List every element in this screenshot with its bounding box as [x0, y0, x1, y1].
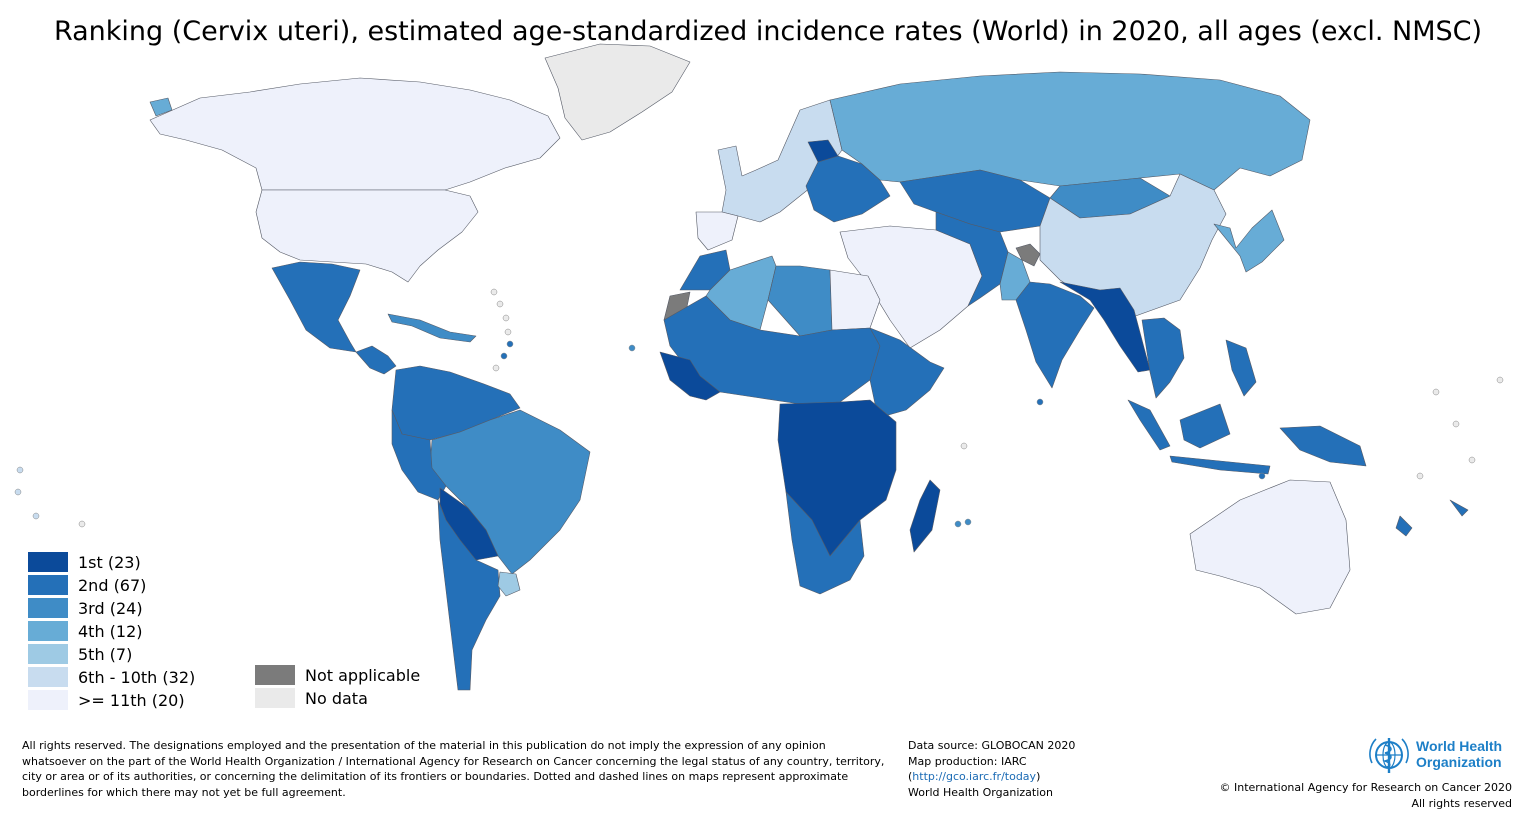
region-west-african-coast	[659, 351, 721, 401]
region-central-america	[355, 345, 397, 375]
legend-label: 2nd (67)	[78, 576, 147, 595]
island-marker	[1416, 472, 1424, 480]
region-mainland-southeast-asia	[1141, 317, 1185, 399]
legend-label: 1st (23)	[78, 553, 141, 572]
legend-label: >= 11th (20)	[78, 691, 185, 710]
who-wordmark: World Health Organization	[1416, 738, 1503, 770]
region-southern-africa	[785, 491, 865, 595]
island-marker	[954, 520, 962, 528]
region-brazil	[429, 409, 591, 575]
legend-swatch	[255, 665, 295, 685]
region-uruguay	[497, 571, 521, 597]
source-block: Data source: GLOBOCAN 2020 Map productio…	[908, 738, 1148, 800]
region-mexico	[271, 261, 361, 353]
region-eastern-europe	[805, 155, 891, 223]
copyright: © International Agency for Research on C…	[1219, 781, 1513, 810]
legend-label: Not applicable	[305, 666, 421, 685]
island-marker	[1496, 376, 1504, 384]
island-marker	[506, 340, 514, 348]
region-united-states	[255, 189, 479, 283]
island-marker	[502, 314, 510, 322]
map-title: Ranking (Cervix uteri), estimated age-st…	[53, 16, 1483, 47]
source-link-line: (http://gco.iarc.fr/today)	[908, 770, 1041, 784]
region-afghanistan-iran	[935, 211, 1009, 307]
region-kashmir	[1015, 243, 1041, 267]
region-greenland	[544, 43, 691, 141]
island-marker	[1452, 420, 1460, 428]
legend-swatch	[28, 690, 68, 710]
island-marker	[964, 518, 972, 526]
region-iceland	[149, 97, 173, 117]
island-marker	[496, 300, 504, 308]
region-malaysia-indonesia	[1127, 399, 1271, 475]
island-marker	[504, 328, 512, 336]
legend-swatch	[28, 598, 68, 618]
legend-label: 5th (7)	[78, 645, 133, 664]
island-marker	[492, 364, 500, 372]
legend-swatch	[28, 552, 68, 572]
legend-label: 4th (12)	[78, 622, 143, 641]
island-marker	[1468, 456, 1476, 464]
data-source: Data source: GLOBOCAN 2020	[908, 739, 1076, 752]
who-logo: World Health Organization	[1366, 733, 1516, 778]
island-marker	[1036, 398, 1044, 406]
legend-swatch	[28, 621, 68, 641]
island-marker	[960, 442, 968, 450]
legend-label: 6th - 10th (32)	[78, 668, 196, 687]
region-baltics	[807, 139, 839, 163]
island-marker	[500, 352, 508, 360]
island-marker	[32, 512, 40, 520]
legend-label: 3rd (24)	[78, 599, 143, 618]
region-russia	[829, 71, 1311, 191]
region-caribbean	[387, 313, 477, 343]
island-marker	[628, 344, 636, 352]
source-organization: World Health Organization	[908, 785, 1053, 799]
legend-swatch	[255, 688, 295, 708]
region-new-guinea	[1279, 425, 1367, 467]
legend-label: No data	[305, 689, 368, 708]
region-central-east-africa	[777, 399, 897, 557]
map-production: Map production: IARC	[908, 754, 1027, 768]
region-australia	[1189, 479, 1351, 615]
region-canada-alaska	[149, 77, 561, 191]
region-north-africa-morocco	[679, 249, 731, 291]
disclaimer-text: All rights reserved. The designations em…	[22, 739, 885, 799]
legend-swatch	[28, 644, 68, 664]
gco-link[interactable]: http://gco.iarc.fr/today	[912, 770, 1037, 784]
region-libya	[767, 265, 833, 337]
region-india	[1015, 281, 1095, 389]
region-egypt	[829, 269, 881, 331]
legend-swatch	[28, 667, 68, 687]
who-emblem-icon	[1369, 738, 1409, 773]
region-argentina-chile	[437, 499, 501, 691]
region-horn-of-africa	[869, 327, 945, 419]
region-japan-korea	[1213, 209, 1285, 273]
island-marker	[1258, 472, 1266, 480]
island-marker	[1432, 388, 1440, 396]
island-marker	[16, 466, 24, 474]
island-marker	[490, 288, 498, 296]
legend-swatch	[28, 575, 68, 595]
island-marker	[14, 488, 22, 496]
region-new-zealand	[1395, 499, 1469, 537]
region-philippines	[1225, 339, 1257, 397]
island-marker	[78, 520, 86, 528]
world-map	[14, 43, 1504, 691]
region-madagascar	[909, 479, 941, 553]
region-iberia	[695, 211, 739, 251]
